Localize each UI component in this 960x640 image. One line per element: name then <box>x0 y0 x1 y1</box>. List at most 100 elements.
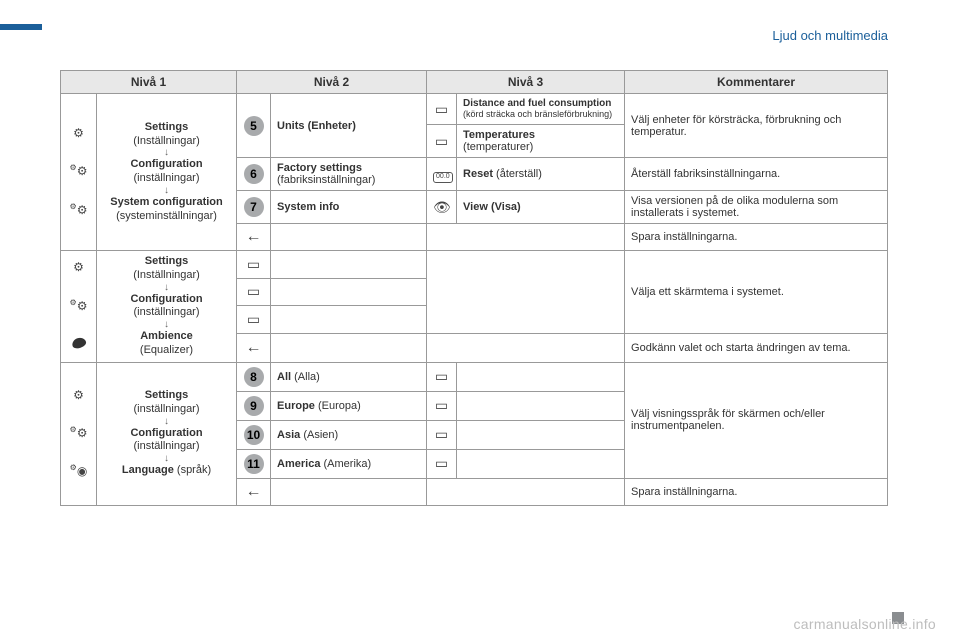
list-icon: ▭ <box>427 391 457 420</box>
settings-table-container: Nivå 1 Nivå 2 Nivå 3 Kommentarer ⚙ ⚙⚙ ⚙⚙… <box>60 70 888 506</box>
path-sysconf: System configuration <box>110 196 222 208</box>
page-title: Ljud och multimedia <box>772 28 888 43</box>
path-settings-sub: (Inställningar) <box>133 269 200 281</box>
lang-europe-sub: (Europa) <box>315 400 361 412</box>
step-badge-7: 7 <box>244 197 264 217</box>
section3-path: Settings (inställningar) ↓ Configuration… <box>97 362 237 505</box>
step-badge-11: 11 <box>244 454 264 474</box>
gear-icon: ⚙⚙ <box>67 201 90 220</box>
badge-cell: 10 <box>237 420 271 449</box>
badge-cell: 6 <box>237 158 271 191</box>
down-arrow-icon: ↓ <box>103 283 230 293</box>
list-icon: ▭ <box>427 125 457 158</box>
down-arrow-icon: ↓ <box>103 417 230 427</box>
section3-icons: ⚙ ⚙⚙ ⚙◉ <box>61 362 97 505</box>
step-badge-5: 5 <box>244 116 264 136</box>
gear-icon: ⚙⚙ <box>67 297 90 316</box>
settings-table: Nivå 1 Nivå 2 Nivå 3 Kommentarer ⚙ ⚙⚙ ⚙⚙… <box>60 70 888 506</box>
header-level3: Nivå 3 <box>427 71 625 94</box>
header-level2: Nivå 2 <box>237 71 427 94</box>
list-icon: ▭ <box>237 251 271 279</box>
factory-sub: (fabriksinställningar) <box>277 174 375 186</box>
ambience-approve-comment: Godkänn valet och starta ändringen av te… <box>625 333 888 362</box>
empty-cell <box>271 306 427 334</box>
row-ambience-1: ⚙ ⚙⚙ Settings (Inställningar) ↓ Configur… <box>61 251 888 279</box>
sysinfo-text: System info <box>277 201 339 213</box>
header-comments: Kommentarer <box>625 71 888 94</box>
empty-cell <box>427 478 625 505</box>
back-arrow-icon: ← <box>237 478 271 505</box>
lang-save-comment: Spara inställningarna. <box>625 478 888 505</box>
empty-cell <box>271 224 427 251</box>
factory-label: Factory settings (fabriksinställningar) <box>271 158 427 191</box>
header-row: Nivå 1 Nivå 2 Nivå 3 Kommentarer <box>61 71 888 94</box>
gear-icon: ⚙⚙ <box>67 162 90 181</box>
list-icon: ▭ <box>427 449 457 478</box>
lang-asia-label: Asia (Asien) <box>271 420 427 449</box>
lang-asia-sub: (Asien) <box>300 429 338 441</box>
path-settings-sub: (Inställningar) <box>133 135 200 147</box>
ambience-select-comment: Välja ett skärmtema i systemet. <box>625 251 888 334</box>
badge-cell: 9 <box>237 391 271 420</box>
step-badge-10: 10 <box>244 425 264 445</box>
path-settings: Settings <box>145 389 188 401</box>
units-comment: Välj enheter för körsträcka, förbrukning… <box>625 94 888 158</box>
gear-icon: ⚙⚙ <box>67 424 90 443</box>
step-badge-8: 8 <box>244 367 264 387</box>
path-config: Configuration <box>130 293 202 305</box>
distance-bold: Distance and fuel consumption <box>463 98 611 109</box>
empty-cell <box>427 224 625 251</box>
down-arrow-icon: ↓ <box>103 320 230 330</box>
view-label: View (Visa) <box>457 191 625 224</box>
distance-label: Distance and fuel consumption (körd strä… <box>457 94 625 125</box>
down-arrow-icon: ↓ <box>103 148 230 158</box>
path-language-sub: (språk) <box>174 464 211 476</box>
language-icon: ⚙◉ <box>67 462 90 481</box>
empty-cell <box>271 251 427 279</box>
badge-cell: 7 <box>237 191 271 224</box>
back-arrow-icon: ← <box>237 224 271 251</box>
empty-cell <box>457 420 625 449</box>
section2-icons: ⚙ ⚙⚙ <box>61 251 97 363</box>
lang-all-bold: All <box>277 371 291 383</box>
reset-sub: (återställ) <box>493 168 542 180</box>
section1-icons: ⚙ ⚙⚙ ⚙⚙ <box>61 94 97 251</box>
back-arrow-icon: ← <box>237 333 271 362</box>
path-config-sub: (inställningar) <box>133 172 199 184</box>
path-ambience-sub: (Equalizer) <box>140 344 193 356</box>
path-sysconf-sub: (systeminställningar) <box>116 210 217 222</box>
badge-cell: 5 <box>237 94 271 158</box>
lang-asia-bold: Asia <box>277 429 300 441</box>
list-icon: ▭ <box>237 278 271 306</box>
gear-icon: ⚙ <box>67 258 90 277</box>
lang-america-sub: (Amerika) <box>320 458 371 470</box>
badge-cell: 8 <box>237 362 271 391</box>
list-icon: ▭ <box>427 420 457 449</box>
gear-icon: ⚙ <box>67 124 90 143</box>
gear-icon: ⚙ <box>67 386 90 405</box>
list-icon: ▭ <box>427 94 457 125</box>
reset-bold: Reset <box>463 168 493 180</box>
empty-cell <box>271 478 427 505</box>
watermark: carmanualsonline.info <box>794 616 937 632</box>
down-arrow-icon: ↓ <box>103 186 230 196</box>
sysinfo-comment: Visa versionen på de olika modulerna som… <box>625 191 888 224</box>
empty-cell <box>427 333 625 362</box>
section1-path: Settings (Inställningar) ↓ Configuration… <box>97 94 237 251</box>
empty-cell <box>457 449 625 478</box>
path-settings: Settings <box>145 255 188 267</box>
down-arrow-icon: ↓ <box>103 454 230 464</box>
units-label-text: Units (Enheter) <box>277 120 356 132</box>
empty-cell <box>271 333 427 362</box>
row-units-distance: ⚙ ⚙⚙ ⚙⚙ Settings (Inställningar) ↓ Confi… <box>61 94 888 125</box>
temp-sub: (temperaturer) <box>463 141 533 153</box>
list-icon: ▭ <box>427 362 457 391</box>
empty-cell <box>457 391 625 420</box>
palette-icon <box>67 335 90 354</box>
list-icon: ▭ <box>237 306 271 334</box>
lang-all-label: All (Alla) <box>271 362 427 391</box>
lang-europe-bold: Europe <box>277 400 315 412</box>
sys-save-comment: Spara inställningarna. <box>625 224 888 251</box>
lang-america-bold: America <box>277 458 320 470</box>
lang-europe-label: Europe (Europa) <box>271 391 427 420</box>
